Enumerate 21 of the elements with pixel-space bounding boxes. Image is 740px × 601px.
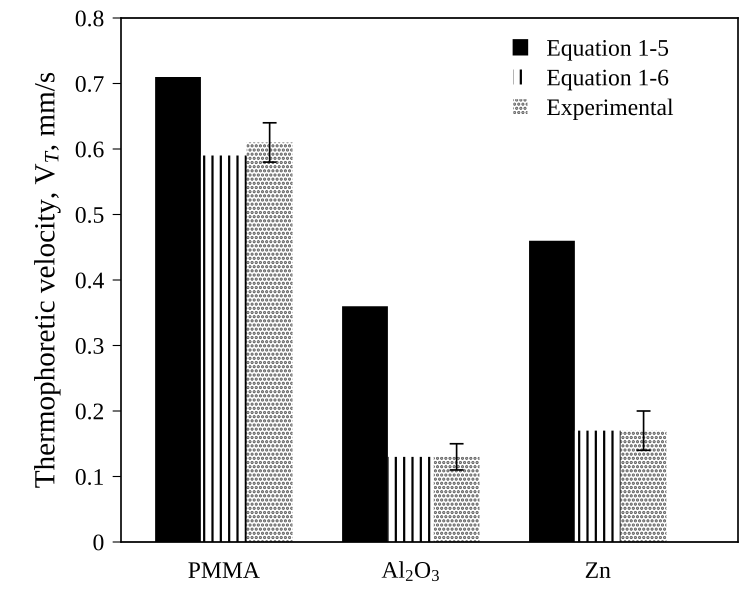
y-tick-label: 0.5	[76, 206, 104, 224]
bar	[574, 430, 621, 542]
bar	[620, 430, 666, 542]
x-tick-label: Al$_{2}$O$_{3}$	[382, 561, 439, 582]
y-tick-label: 0.7	[76, 76, 104, 92]
bar	[434, 456, 480, 542]
y-axis-title: Thermophoretic velocity, V$_{T}$, mm/s	[34, 72, 61, 488]
x-tick-label: Zn	[586, 562, 611, 578]
y-tick-label: 0.3	[76, 338, 104, 354]
legend-label: Equation 1-5	[547, 40, 668, 61]
y-tick-label: 0.6	[76, 141, 104, 158]
bar	[246, 142, 293, 542]
bar	[200, 156, 247, 542]
y-tick-label: 0.2	[76, 403, 104, 420]
legend-label: Experimental	[547, 98, 674, 120]
y-tick-label: 0	[93, 534, 104, 550]
y-tick-label: 0.8	[76, 10, 104, 27]
y-tick-label: 0.1	[76, 468, 103, 486]
legend-label: Equation 1-6	[547, 70, 668, 90]
x-tick-label: PMMA	[188, 562, 260, 578]
y-tick-label: 0.4	[76, 272, 104, 289]
